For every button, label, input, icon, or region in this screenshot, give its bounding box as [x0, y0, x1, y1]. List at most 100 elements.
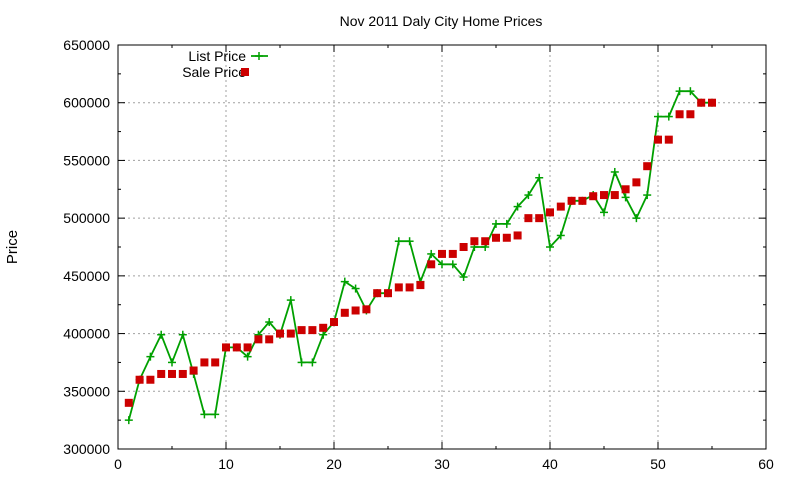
x-tick-label: 40 [542, 456, 558, 472]
sale-price-point [524, 214, 533, 223]
sale-price-point [492, 233, 500, 242]
list-price-point [610, 167, 619, 176]
axis-ticks: 0 10 20 30 40 50 60 300000 350000 400000 450000 500… [63, 37, 774, 472]
sale-price-point [222, 343, 230, 352]
list-price-point [535, 173, 544, 182]
sale-price-point [459, 243, 468, 251]
sale-price-point [265, 335, 274, 344]
y-tick-label: 450000 [63, 268, 110, 284]
legend-label: List Price [188, 48, 246, 64]
sale-price-point [384, 289, 392, 298]
plot-frame [117, 44, 767, 450]
list-price-point [632, 214, 641, 223]
sale-price-point [697, 98, 706, 107]
sale-price-point [168, 369, 176, 378]
legend-label: Sale Price [182, 64, 246, 80]
sale-price-point [675, 110, 684, 119]
sale-price-point [308, 326, 317, 335]
y-tick-label: 500000 [63, 210, 110, 226]
y-tick-label: 550000 [63, 152, 110, 168]
sale-price-point [600, 191, 608, 200]
list-price-point [546, 243, 554, 251]
sale-price-point [394, 283, 403, 292]
sale-price-point [686, 110, 695, 119]
sale-price-point [502, 233, 511, 242]
sale-price-point [340, 308, 349, 317]
sale-price-point [643, 162, 652, 171]
y-tick-label: 600000 [63, 95, 110, 111]
sale-price-point [438, 249, 446, 258]
sale-price-point [546, 208, 554, 217]
list-price-point [297, 358, 306, 367]
sale-price-point [276, 329, 284, 338]
sale-price-point [319, 323, 328, 332]
sale-price-point [578, 196, 587, 205]
list-price-line [127, 90, 712, 421]
x-tick-label: 60 [758, 456, 774, 472]
sale-price-point [513, 231, 522, 240]
sale-price-point [297, 326, 306, 335]
sale-price-point [610, 191, 619, 200]
list-price-point [340, 277, 349, 286]
x-tick-label: 0 [114, 456, 122, 472]
sale-price-point [211, 358, 220, 367]
list-price-point [556, 231, 565, 240]
list-price-point [654, 112, 662, 121]
y-tick-label: 350000 [63, 383, 110, 399]
list-price-point [319, 330, 328, 339]
list-price-point [686, 87, 695, 96]
x-tick-label: 50 [650, 456, 666, 472]
sale-price-point [351, 306, 360, 315]
list-price-point [621, 193, 630, 202]
sale-price-point [200, 358, 209, 367]
list-price-point [502, 219, 511, 228]
x-tick-label: 20 [326, 456, 342, 472]
list-price-point [351, 284, 360, 293]
sale-price-point [286, 329, 295, 338]
list-price-point [286, 296, 295, 305]
list-price-point [459, 273, 468, 282]
list-price-point [427, 249, 436, 258]
sale-price-point [157, 369, 166, 378]
list-price-point [664, 112, 673, 121]
legend-plus-marker [255, 52, 263, 60]
sale-price-point [330, 318, 338, 327]
list-price-series [124, 87, 716, 425]
sale-price-point [416, 281, 425, 290]
list-price-point [394, 237, 403, 246]
sale-price-point [632, 178, 641, 187]
x-tick-label: 10 [218, 456, 234, 472]
chart-title: Nov 2011 Daly City Home Prices [340, 13, 543, 29]
sale-price-point [232, 343, 241, 352]
sale-price-point [427, 260, 436, 269]
plot-area [124, 87, 716, 425]
sale-price-point [664, 135, 673, 144]
list-price-point [243, 352, 252, 361]
sale-price-point [589, 192, 598, 201]
list-price-point [211, 410, 220, 419]
sale-price-point [654, 135, 662, 144]
list-price-point [643, 191, 652, 200]
list-price-point [438, 260, 446, 269]
sale-price-point [243, 343, 252, 352]
list-price-point [513, 202, 522, 211]
y-tick-label: 650000 [63, 37, 110, 53]
legend-square-marker [241, 68, 249, 76]
sale-price-point [362, 305, 371, 314]
y-axis-label: Price [4, 230, 21, 264]
sale-price-point [178, 369, 187, 378]
list-price-point [168, 358, 176, 367]
list-price-point [405, 237, 414, 246]
sale-price-point [481, 237, 490, 246]
list-price-point [146, 352, 155, 361]
y-tick-label: 300000 [63, 441, 110, 457]
list-price-point [178, 330, 187, 339]
sale-price-point [556, 202, 565, 211]
sale-price-point [470, 237, 479, 246]
sale-price-point [621, 185, 630, 194]
list-price-point [200, 410, 209, 419]
list-price-point [124, 416, 133, 425]
list-price-point [265, 318, 274, 327]
